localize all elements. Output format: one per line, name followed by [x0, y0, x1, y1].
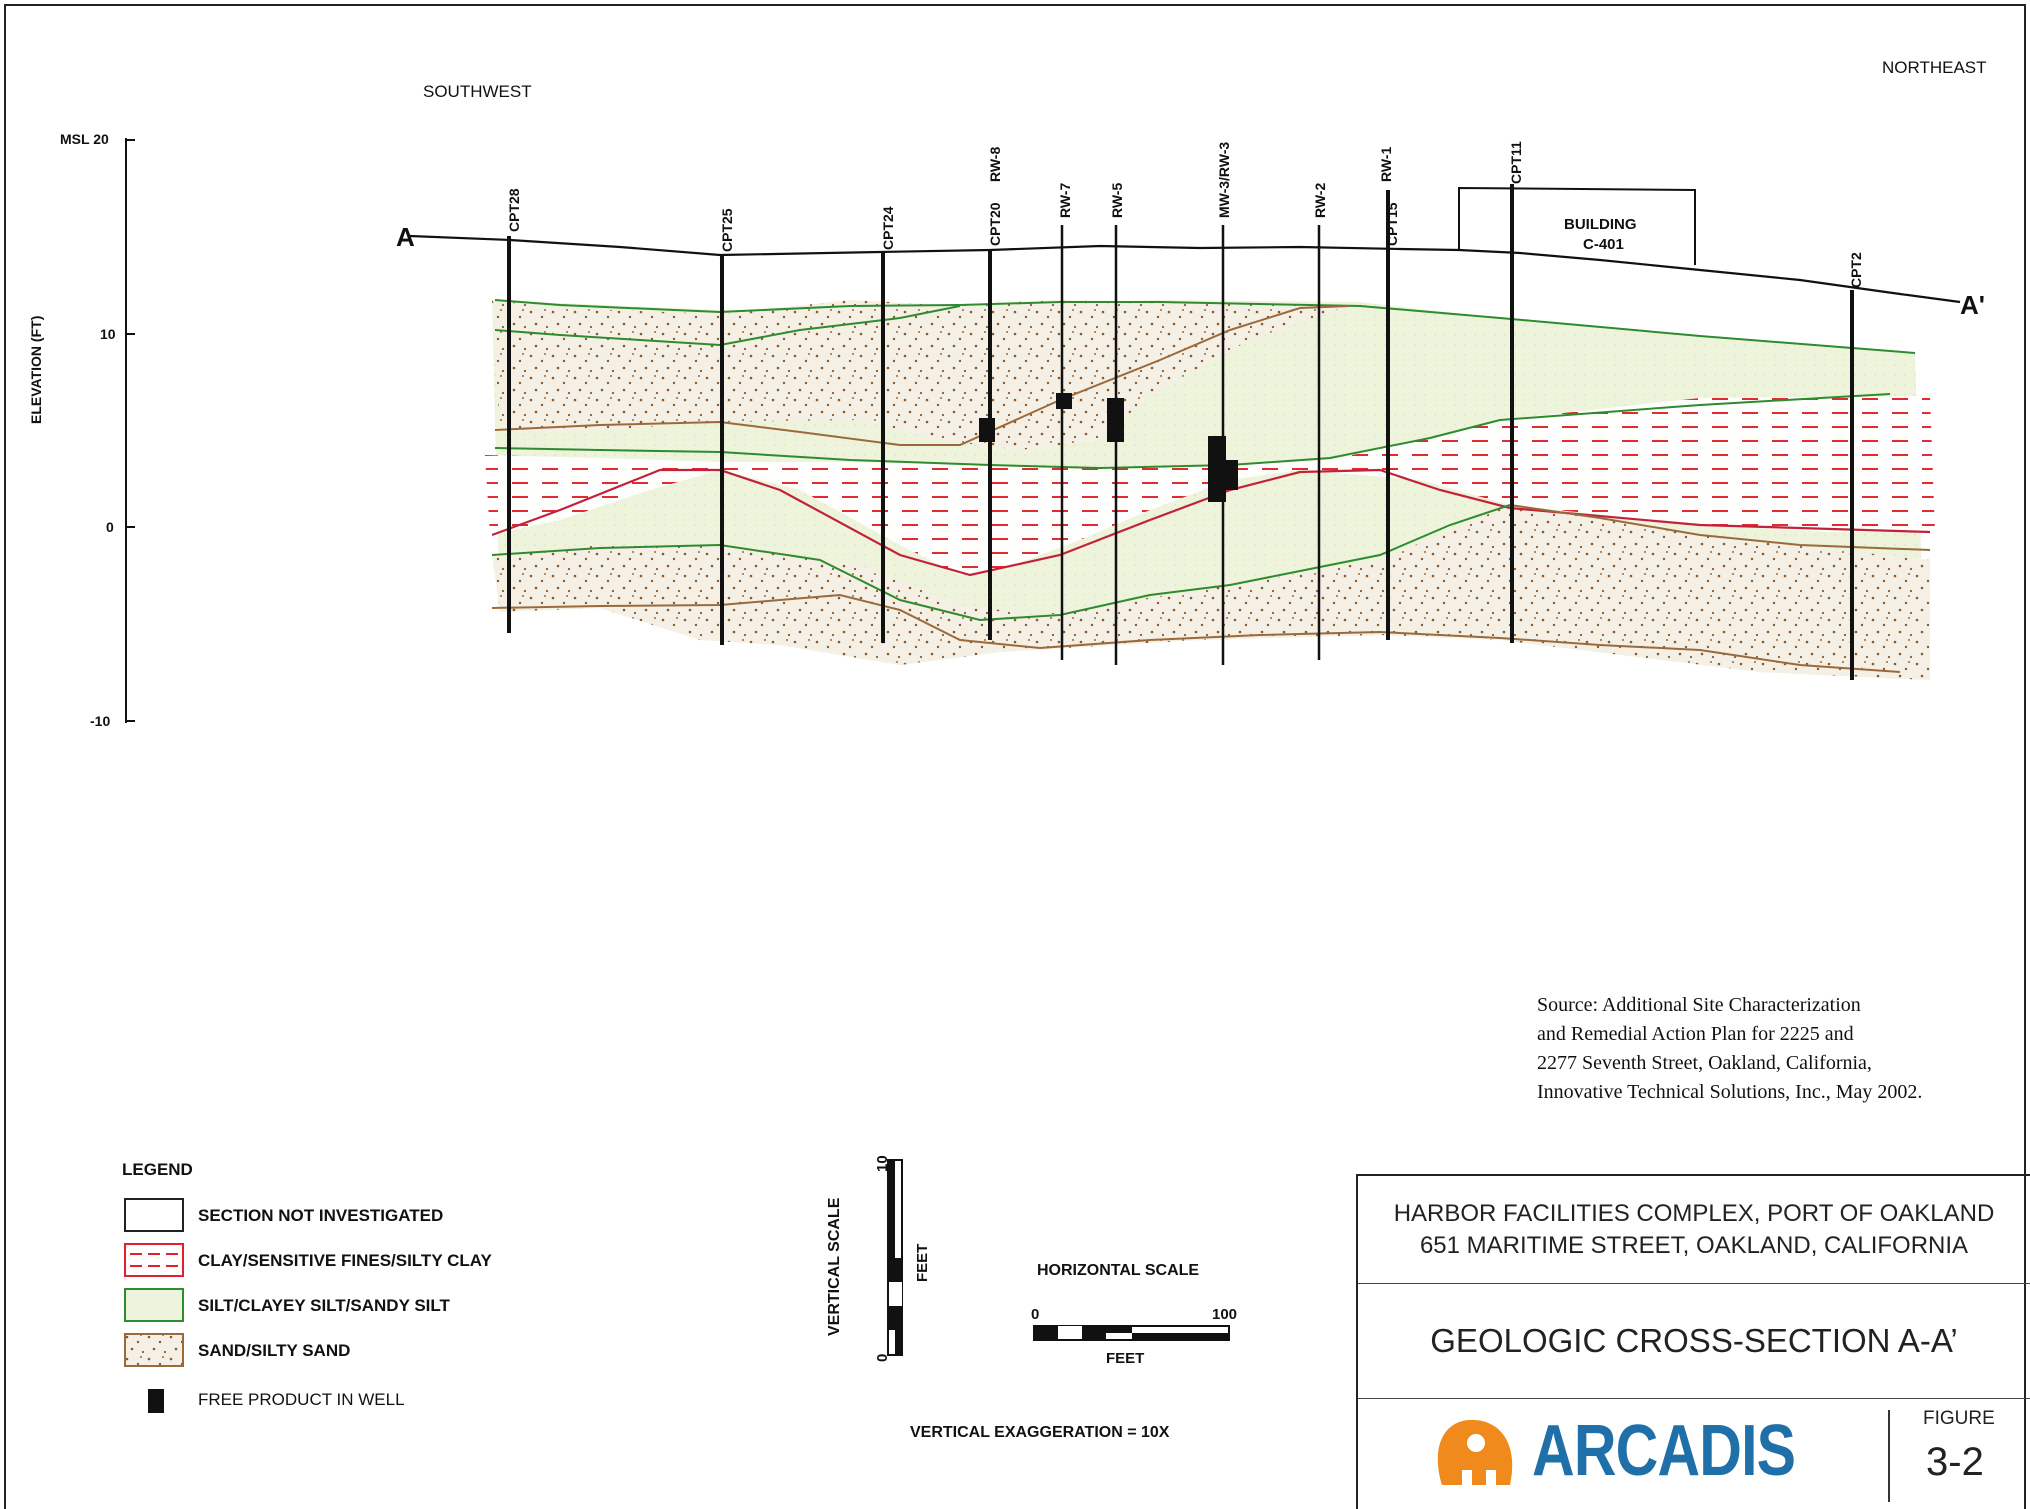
legend-swatch-not-investigated: [124, 1198, 184, 1232]
project-name: HARBOR FACILITIES COMPLEX, PORT OF OAKLA…: [1393, 1199, 1995, 1227]
source-note-line-1: Source: Additional Site Characterization: [1537, 994, 1861, 1016]
horizontal-scale-unit: FEET: [1106, 1350, 1145, 1367]
arcadis-logo-icon: [1437, 1419, 1513, 1485]
legend-label-silt: SILT/CLAYEY SILT/SANDY SILT: [198, 1296, 450, 1315]
y-tick-0: 0: [106, 519, 114, 535]
elevation-axis: [125, 138, 135, 723]
well-label-cpt24: CPT24: [880, 206, 896, 250]
vertical-scale-min: 0: [874, 1353, 891, 1362]
section-end-label: A': [1960, 290, 1985, 320]
company-logo-text: ARCADIS: [1532, 1411, 1796, 1491]
free-product-markers: [979, 393, 1238, 502]
legend-swatch-sand: [124, 1333, 184, 1367]
well-label-rw5: RW-5: [1109, 182, 1125, 218]
y-tick-20: MSL 20: [60, 131, 109, 147]
building-outline: [1458, 186, 1696, 265]
vertical-scale-label: VERTICAL SCALE: [826, 1197, 843, 1336]
well-label-cpt11: CPT11: [1508, 141, 1524, 184]
legend-label-not-investigated: SECTION NOT INVESTIGATED: [198, 1206, 444, 1225]
vertical-exaggeration-note: VERTICAL EXAGGERATION = 10X: [910, 1424, 1170, 1441]
source-note-line-4: Innovative Technical Solutions, Inc., Ma…: [1537, 1081, 1923, 1103]
vertical-scale-bar: [887, 1159, 903, 1356]
horizontal-scale-min: 0: [1031, 1306, 1040, 1323]
direction-southwest-label: SOUTHWEST: [423, 82, 532, 101]
ground-surface-line: [409, 234, 1961, 304]
horizontal-scale-label: HORIZONTAL SCALE: [1037, 1262, 1200, 1279]
clay-base-line: [491, 468, 1931, 577]
well-label-cpt28: CPT28: [506, 188, 522, 232]
y-tick-10: 10: [100, 326, 116, 342]
well-lines: [507, 184, 1854, 680]
silt-line-3: [494, 393, 1891, 470]
sand-base-line-2: [491, 593, 1901, 673]
sand-line-lower: [1509, 504, 1931, 551]
silt-top-line: [494, 299, 1916, 354]
legend-label-clay: CLAY/SENSITIVE FINES/SILTY CLAY: [198, 1251, 492, 1270]
horizontal-scale-max: 100: [1212, 1306, 1238, 1323]
title-block: HARBOR FACILITIES COMPLEX, PORT OF OAKLA…: [1356, 1174, 2030, 1509]
well-label-cpt25: CPT25: [719, 208, 735, 252]
direction-northeast-label: NORTHEAST: [1882, 58, 1987, 77]
upper-sand-fill: [492, 300, 1350, 450]
figure-label: FIGURE: [1923, 1408, 1995, 1429]
legend-title: LEGEND: [122, 1160, 193, 1179]
y-tick-minus10: -10: [90, 713, 111, 729]
legend-swatch-free-product: [148, 1389, 164, 1413]
source-note: Source: Additional Site Characterization…: [1537, 991, 1922, 1107]
well-label-rw2: RW-2: [1312, 182, 1328, 218]
lower-sand-fill: [492, 505, 1930, 680]
horizontal-scale-bar: [1033, 1325, 1230, 1341]
vertical-scale-max: 10: [874, 1155, 891, 1172]
legend-label-sand: SAND/SILTY SAND: [198, 1341, 351, 1360]
well-label-rw8: RW-8: [987, 146, 1003, 182]
well-label-cpt2: CPT2: [1848, 252, 1864, 288]
well-label-cpt15: CPT15: [1384, 202, 1400, 246]
title-block-divider: [1888, 1410, 1890, 1502]
legend-swatch-silt: [124, 1288, 184, 1322]
drawing-title: GEOLOGIC CROSS-SECTION A-A’: [1430, 1322, 1958, 1359]
well-label-rw1: RW-1: [1378, 146, 1394, 182]
well-label-mw3-rw3: MW-3/RW-3: [1216, 141, 1232, 218]
building-label: BUILDING: [1564, 216, 1637, 233]
figure-number: 3-2: [1926, 1440, 1984, 1484]
legend-swatch-clay: [124, 1243, 184, 1277]
title-block-title: GEOLOGIC CROSS-SECTION A-A’: [1358, 1284, 2030, 1399]
vertical-scale-unit: FEET: [914, 1243, 931, 1282]
title-block-project: HARBOR FACILITIES COMPLEX, PORT OF OAKLA…: [1358, 1176, 2030, 1284]
page-border: [4, 4, 2026, 1509]
legend-label-free-product: FREE PRODUCT IN WELL: [198, 1390, 405, 1409]
well-label-cpt20: CPT20: [987, 202, 1003, 246]
section-start-label: A: [396, 222, 415, 252]
elevation-axis-label: ELEVATION (FT): [28, 315, 44, 424]
well-label-rw7: RW-7: [1057, 182, 1073, 218]
source-note-line-2: and Remedial Action Plan for 2225 and: [1537, 1023, 1854, 1045]
project-address: 651 MARITIME STREET, OAKLAND, CALIFORNIA: [1419, 1231, 1969, 1259]
building-id-label: C-401: [1583, 236, 1624, 253]
sand-base-line-1: [494, 305, 1351, 446]
source-note-line-3: 2277 Seventh Street, Oakland, California…: [1537, 1052, 1872, 1074]
